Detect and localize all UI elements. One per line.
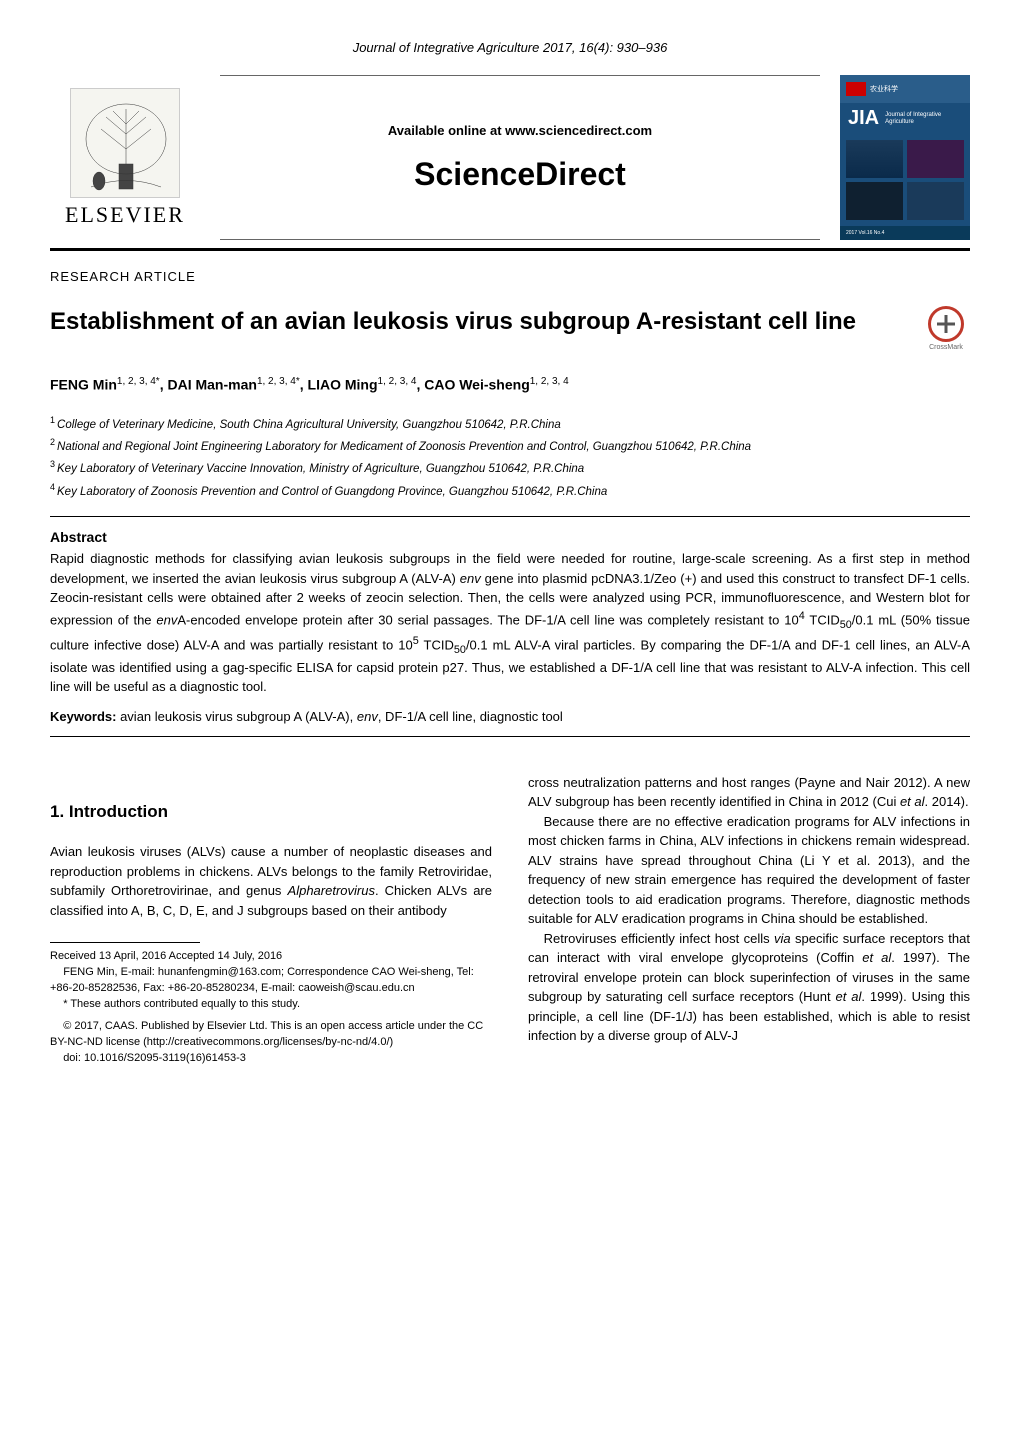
- intro-paragraph: Because there are no effective eradicati…: [528, 812, 970, 929]
- equal-contribution: * These authors contributed equally to t…: [50, 997, 492, 1013]
- cover-image: [907, 140, 964, 178]
- affiliations: 1College of Veterinary Medicine, South C…: [50, 413, 970, 503]
- crossmark-badge[interactable]: CrossMark: [922, 306, 970, 354]
- crossmark-icon: [928, 306, 964, 342]
- sciencedirect-logo: ScienceDirect: [414, 156, 626, 193]
- author-list: FENG Min1, 2, 3, 4*, DAI Man-man1, 2, 3,…: [50, 376, 970, 393]
- abstract-heading: Abstract: [50, 529, 970, 545]
- abstract-body: Rapid diagnostic methods for classifying…: [50, 549, 970, 697]
- footnotes: Received 13 April, 2016 Accepted 14 July…: [50, 949, 492, 1067]
- affiliation-line: 2National and Regional Joint Engineering…: [50, 435, 970, 457]
- left-column: 1. Introduction Avian leukosis viruses (…: [50, 773, 492, 1067]
- correspondence: FENG Min, E-mail: hunanfengmin@163.com; …: [50, 965, 492, 997]
- elsevier-logo: ELSEVIER: [50, 75, 200, 240]
- body-two-column: 1. Introduction Avian leukosis viruses (…: [50, 773, 970, 1067]
- section-heading-introduction: 1. Introduction: [50, 799, 492, 825]
- intro-paragraph: Avian leukosis viruses (ALVs) cause a nu…: [50, 842, 492, 920]
- footnote-divider: [50, 942, 200, 943]
- keywords-label: Keywords:: [50, 709, 116, 724]
- copyright-notice: © 2017, CAAS. Published by Elsevier Ltd.…: [50, 1019, 492, 1051]
- keywords-text: avian leukosis virus subgroup A (ALV-A),…: [116, 709, 562, 724]
- jia-title-block: JIA Journal of Integrative Agriculture: [840, 103, 970, 134]
- doi: doi: 10.1016/S2095-3119(16)61453-3: [50, 1051, 492, 1067]
- intro-paragraph: Retroviruses efficiently infect host cel…: [528, 929, 970, 1046]
- article-type-label: RESEARCH ARTICLE: [50, 269, 970, 284]
- available-online-text: Available online at www.sciencedirect.co…: [388, 123, 652, 138]
- crossmark-label: CrossMark: [929, 344, 963, 351]
- jia-cover-images: [840, 134, 970, 226]
- jia-issue-info: 2017 Vol.16 No.4: [840, 226, 970, 240]
- journal-citation: Journal of Integrative Agriculture 2017,…: [50, 40, 970, 55]
- intro-paragraph: cross neutralization patterns and host r…: [528, 773, 970, 812]
- elsevier-wordmark: ELSEVIER: [65, 202, 185, 228]
- elsevier-tree-icon: [70, 88, 180, 198]
- sciencedirect-block: Available online at www.sciencedirect.co…: [220, 75, 820, 240]
- jia-cover-label: 农业科学: [870, 84, 898, 94]
- journal-cover-thumbnail: 农业科学 JIA Journal of Integrative Agricult…: [840, 75, 970, 240]
- divider: [50, 516, 970, 517]
- affiliation-line: 1College of Veterinary Medicine, South C…: [50, 413, 970, 435]
- affiliation-line: 4Key Laboratory of Zoonosis Prevention a…: [50, 480, 970, 502]
- divider: [50, 736, 970, 737]
- masthead: ELSEVIER Available online at www.science…: [50, 75, 970, 240]
- jia-full-title: Journal of Integrative Agriculture: [885, 112, 962, 125]
- keywords-line: Keywords: avian leukosis virus subgroup …: [50, 709, 970, 724]
- affiliation-line: 3Key Laboratory of Veterinary Vaccine In…: [50, 457, 970, 479]
- received-accepted: Received 13 April, 2016 Accepted 14 July…: [50, 949, 492, 965]
- jia-cover-header: 农业科学: [840, 75, 970, 103]
- jia-acronym: JIA: [848, 107, 879, 130]
- flag-icon: [846, 82, 866, 96]
- cover-image: [907, 182, 964, 220]
- right-column: cross neutralization patterns and host r…: [528, 773, 970, 1067]
- cover-image: [846, 140, 903, 178]
- cover-image: [846, 182, 903, 220]
- divider: [50, 248, 970, 251]
- article-title: Establishment of an avian leukosis virus…: [50, 306, 856, 337]
